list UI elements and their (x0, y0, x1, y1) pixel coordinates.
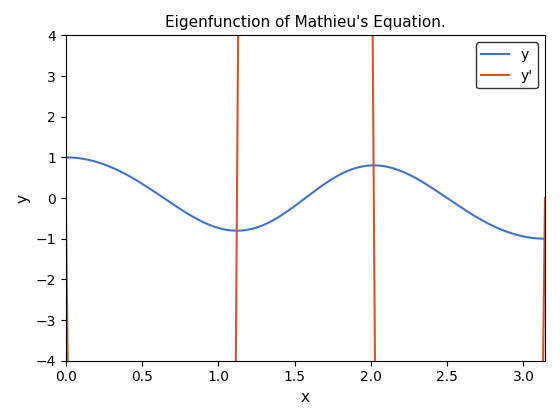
Line: y': y' (66, 0, 545, 420)
y' (542, 195, 548, 200)
y (391, 166, 398, 171)
y (62, 155, 69, 160)
Line: y: y (66, 158, 545, 239)
X-axis label: x: x (301, 390, 310, 405)
y (436, 190, 443, 195)
y (256, 224, 263, 229)
y (445, 196, 451, 201)
Legend: y, y': y, y' (476, 42, 538, 88)
y (111, 166, 118, 171)
Y-axis label: y: y (15, 194, 30, 202)
Title: Eigenfunction of Mathieu's Equation.: Eigenfunction of Mathieu's Equation. (165, 15, 446, 30)
y' (62, 195, 69, 200)
y (273, 215, 280, 220)
y (542, 236, 548, 241)
